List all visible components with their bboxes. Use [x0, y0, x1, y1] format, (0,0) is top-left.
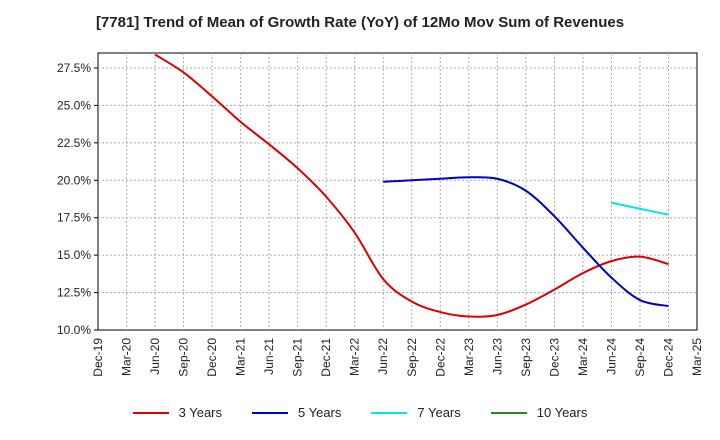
- legend-label: 10 Years: [536, 405, 588, 420]
- x-tick-label: Mar-23: [462, 338, 476, 376]
- x-tick-label: Sep-21: [291, 338, 305, 377]
- x-tick-label: Sep-24: [633, 338, 647, 377]
- x-tick-label: Sep-23: [519, 338, 533, 377]
- x-tick-label: Mar-22: [348, 338, 362, 376]
- x-tick-label: Dec-23: [547, 338, 561, 377]
- x-tick-label: Sep-20: [177, 338, 191, 377]
- y-tick-label: 12.5%: [57, 286, 91, 300]
- plot-area: [97, 52, 698, 331]
- grid-layer: [97, 52, 698, 331]
- legend-label: 7 Years: [417, 405, 461, 420]
- legend-swatch: [132, 411, 169, 414]
- x-tick-label: Mar-21: [234, 338, 248, 376]
- legend: 3 Years 5 Years 7 Years 10 Years: [0, 405, 720, 420]
- x-tick-label: Jun-23: [490, 338, 504, 375]
- x-tick-label: Dec-19: [91, 338, 105, 377]
- legend-swatch: [490, 411, 527, 414]
- y-tick-label: 17.5%: [57, 211, 91, 225]
- legend-item-5-years: 5 Years: [252, 405, 341, 420]
- y-tick-label: 10.0%: [57, 323, 91, 337]
- legend-label: 5 Years: [298, 405, 342, 420]
- legend-swatch: [252, 411, 288, 414]
- axes-layer: Dec-19 Mar-20 Jun-20 Sep-20 Dec-20 Mar-21 Jun-…: [57, 61, 704, 377]
- x-tick-label: Mar-25: [690, 338, 704, 376]
- legend-item-10-years: 10 Years: [490, 405, 588, 420]
- y-tick-label: 22.5%: [57, 136, 91, 150]
- y-tick-label: 15.0%: [57, 248, 91, 262]
- x-tick-label: Mar-24: [576, 338, 590, 376]
- series-line-7-years: [611, 201, 669, 216]
- x-tick-label: Dec-20: [205, 338, 219, 377]
- legend-swatch: [371, 411, 408, 414]
- series-line-5-years: [383, 176, 669, 308]
- x-tick-label: Jun-22: [376, 338, 390, 375]
- chart-title: [7781] Trend of Mean of Growth Rate (YoY…: [95, 14, 625, 31]
- x-tick-label: Dec-24: [661, 338, 675, 377]
- y-tick-label: 20.0%: [57, 173, 91, 187]
- x-tick-label: Jun-20: [148, 338, 162, 375]
- x-tick-label: Dec-22: [433, 338, 447, 377]
- legend-item-3-years: 3 Years: [132, 405, 222, 420]
- y-tick-label: 25.0%: [57, 98, 91, 112]
- legend-item-7-years: 7 Years: [371, 405, 461, 420]
- legend-label: 3 Years: [178, 405, 222, 420]
- x-tick-label: Mar-20: [120, 338, 134, 376]
- series-line-3-years: [154, 53, 669, 318]
- series-layer: [154, 53, 669, 318]
- x-tick-label: Dec-21: [319, 338, 333, 377]
- y-tick-label: 27.5%: [57, 61, 91, 75]
- x-tick-label: Jun-21: [262, 338, 276, 375]
- x-tick-label: Sep-22: [405, 338, 419, 377]
- x-tick-label: Jun-24: [604, 338, 618, 375]
